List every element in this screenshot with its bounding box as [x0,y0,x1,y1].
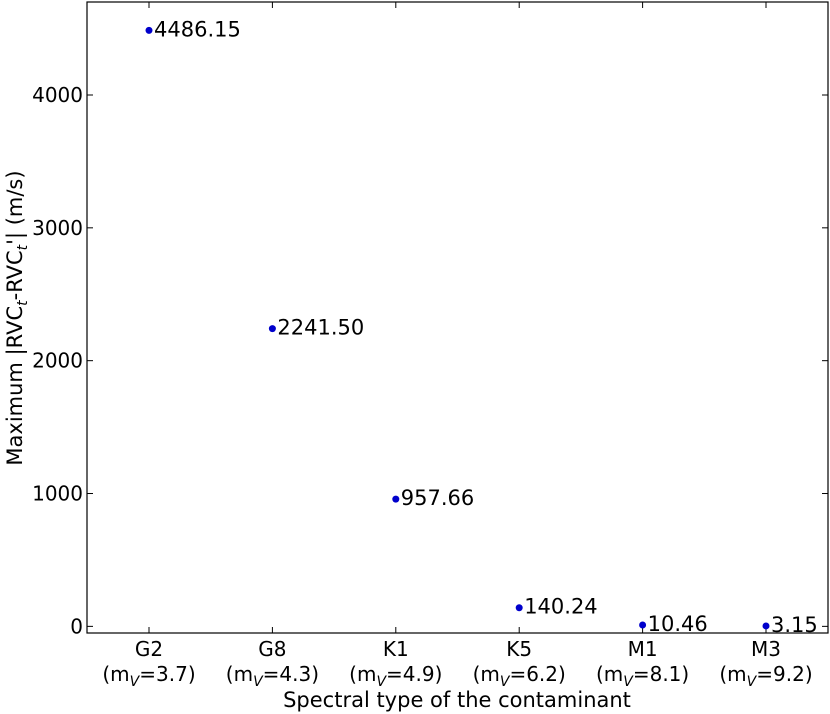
data-point [392,495,400,503]
y-tick-label: 2000 [32,349,83,373]
x-tick-label: G8 [258,637,286,661]
data-points [145,26,770,630]
x-tick-label: M3 [751,637,781,661]
mag-subscript: V [623,674,634,690]
mag-prefix: (m [102,662,129,686]
y-label-sub1: t [15,300,31,306]
mag-value: =3.7) [139,662,195,686]
x-tick-magnitude: (mV=3.7) [102,662,195,690]
mag-prefix: (m [719,662,746,686]
y-label-sub2: t [15,244,31,250]
data-label: 957.66 [401,486,474,510]
y-tick-label: 1000 [32,482,83,506]
x-tick-magnitude: (mV=4.3) [226,662,319,690]
x-tick-magnitude: (mV=4.9) [349,662,442,690]
mag-value: =4.9) [386,662,442,686]
data-point [268,325,276,333]
y-axis-label: Maximum |RVCt-RVCt'| (m/s) [3,170,31,465]
mag-subscript: V [253,674,264,690]
x-tick-magnitude: (mV=8.1) [596,662,689,690]
y-label-mid: -RVC [3,250,27,300]
data-label: 2241.50 [277,316,364,340]
mag-value: =6.2) [509,662,565,686]
data-point [515,604,523,612]
x-tick-magnitude: (mV=6.2) [473,662,566,690]
x-tick-label: M1 [628,637,658,661]
x-axis-label: Spectral type of the contaminant [283,688,631,712]
mag-value: =4.3) [263,662,319,686]
data-labels: 4486.15 2241.50 957.66 140.24 10.46 3.15 [154,17,818,637]
mag-prefix: (m [596,662,623,686]
mag-prefix: (m [349,662,376,686]
y-label-base: Maximum |RVC [3,306,28,466]
mag-prefix: (m [226,662,253,686]
mag-value: =8.1) [633,662,689,686]
y-label-tail: '| (m/s) [3,170,28,244]
mag-value: =9.2) [756,662,812,686]
mag-subscript: V [130,674,141,690]
mag-subscript: V [747,674,758,690]
mag-subscript: V [376,674,387,690]
y-tick-label: 4000 [32,83,83,107]
data-point [762,622,770,630]
x-tick-magnitude: (mV=9.2) [719,662,812,690]
plot-area [86,1,829,634]
mag-prefix: (m [473,662,500,686]
y-tick-label: 0 [70,614,83,638]
data-point [639,621,647,629]
x-tick-label: K1 [383,637,409,661]
x-axis: G2(mV=3.7)G8(mV=4.3)K1(mV=4.9)K5(mV=6.2)… [102,2,813,690]
data-label: 140.24 [524,595,597,619]
data-point [145,26,153,34]
x-tick-label: K5 [506,637,532,661]
y-tick-label: 3000 [32,216,83,240]
mag-subscript: V [500,674,511,690]
y-axis: 0 1000 2000 3000 4000 [32,83,828,638]
data-label: 10.46 [648,612,708,636]
x-tick-label: G2 [135,637,163,661]
data-label: 4486.15 [154,17,241,41]
data-label: 3.15 [771,613,818,637]
